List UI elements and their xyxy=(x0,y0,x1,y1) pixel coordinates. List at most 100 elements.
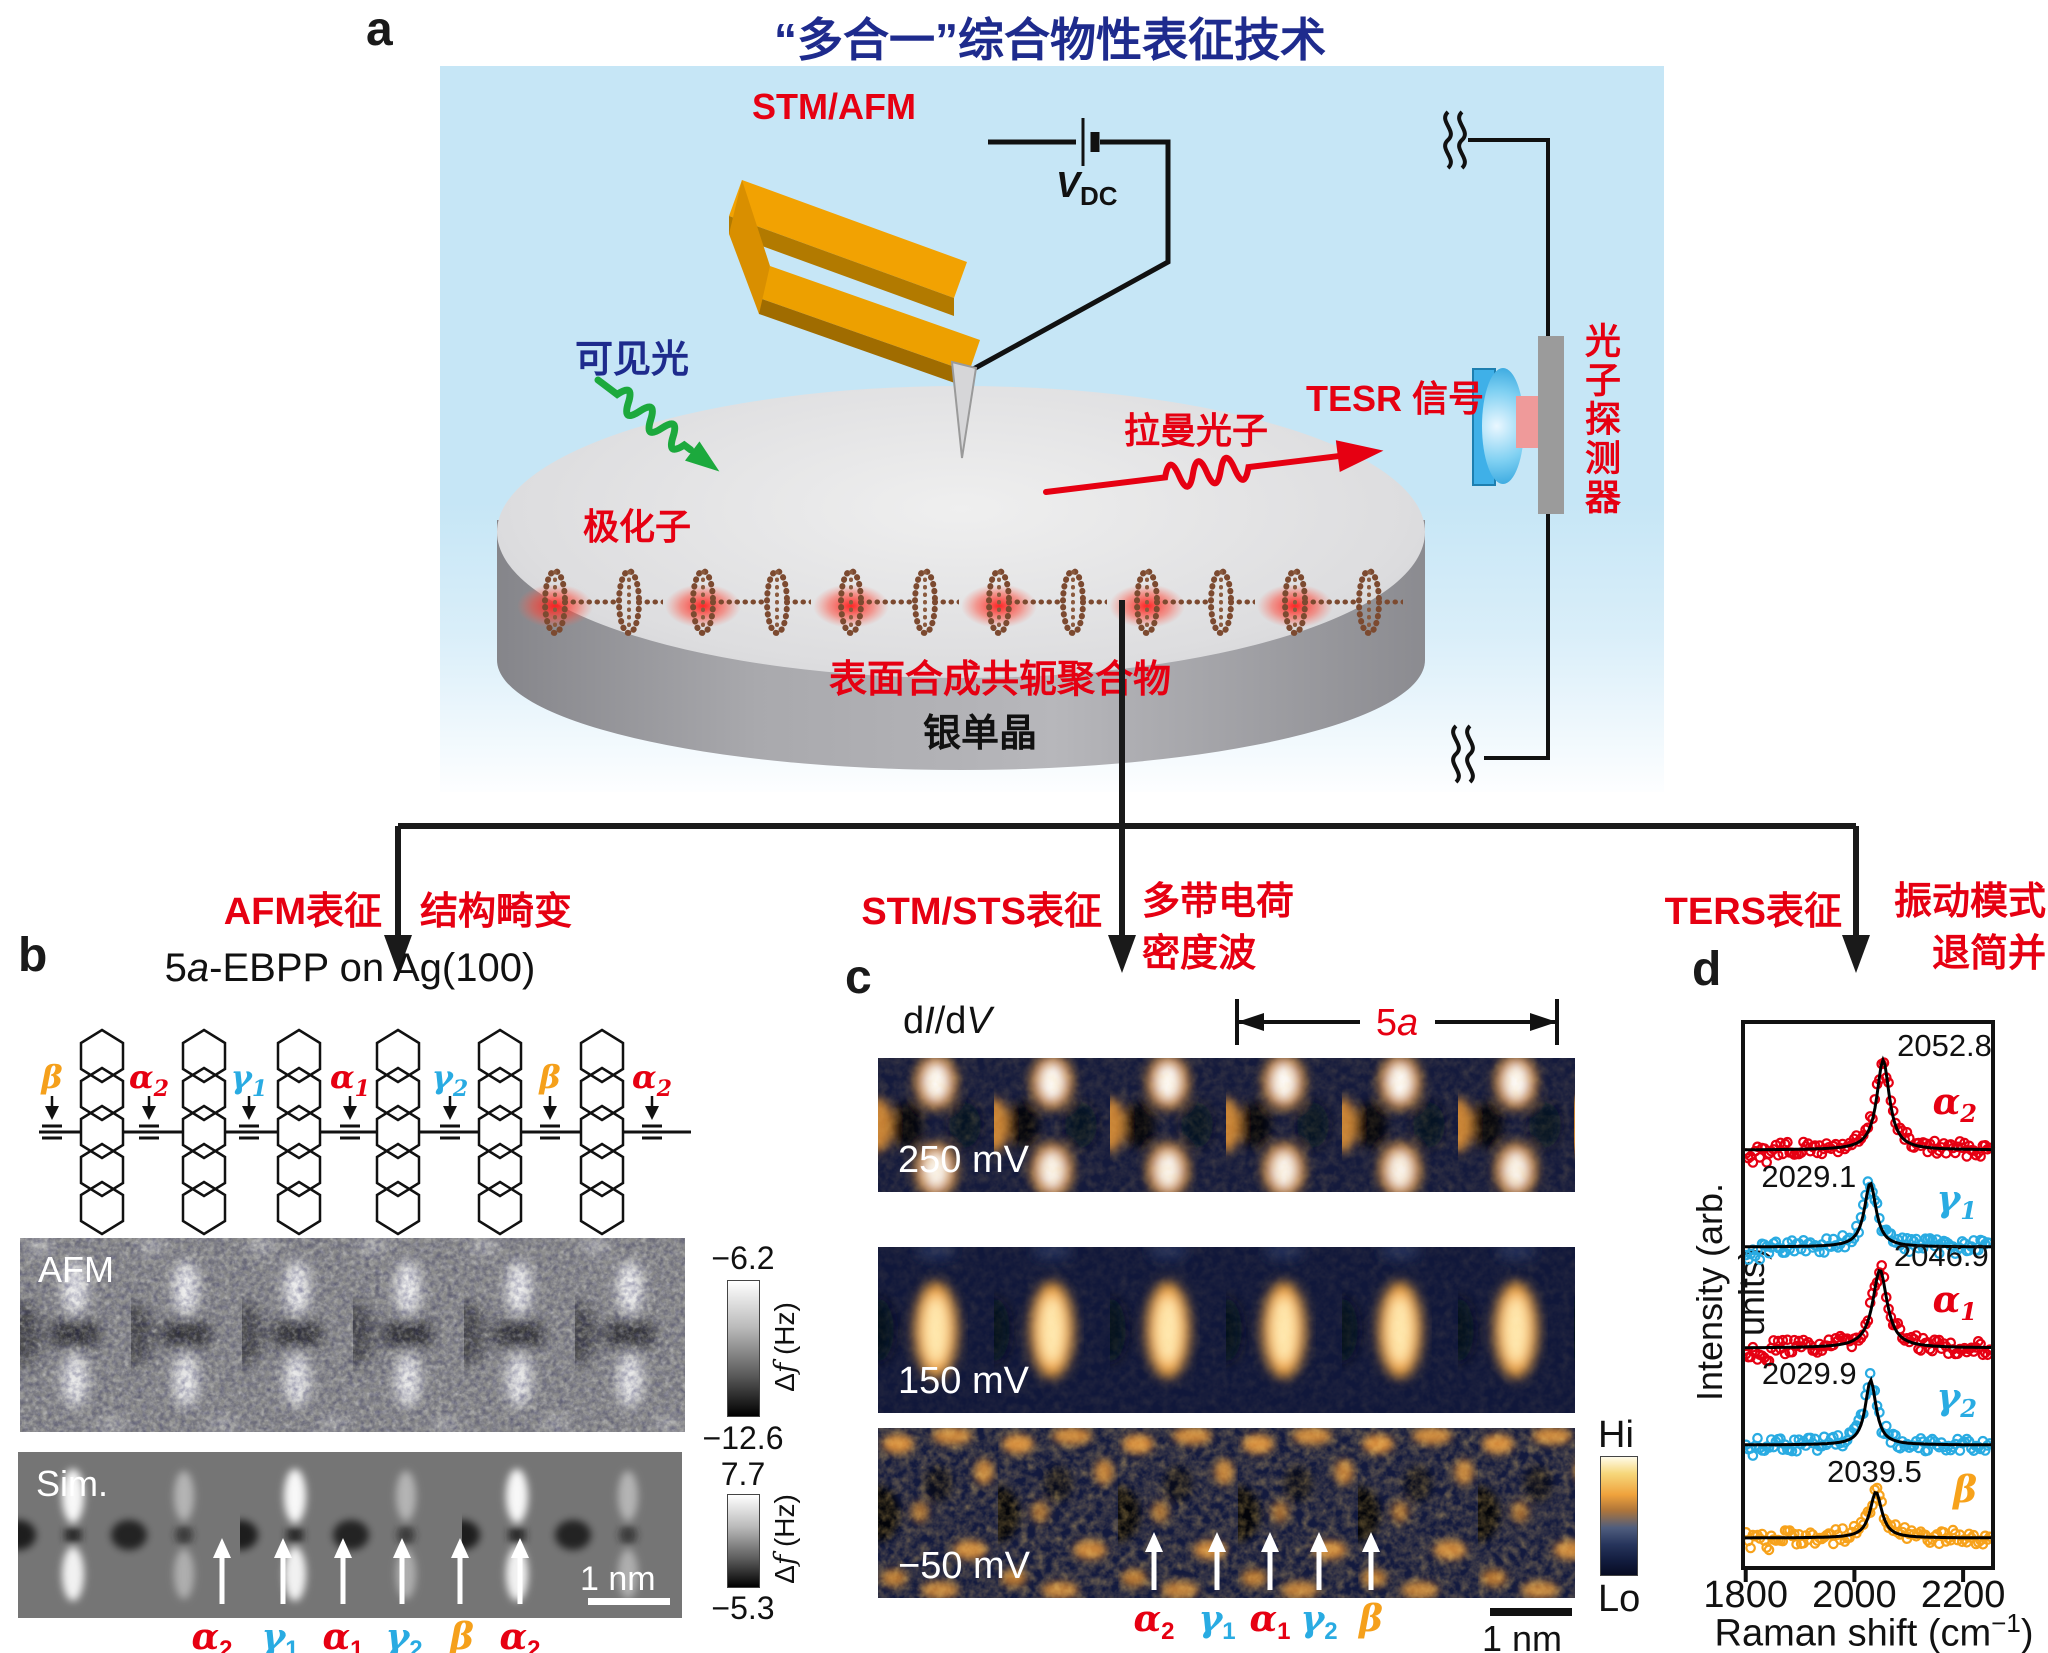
bond-pointer xyxy=(645,1106,659,1120)
vdc-label: VDC xyxy=(1056,164,1118,212)
visible-light-label: 可见光 xyxy=(575,339,690,381)
sim-image-label: Sim. xyxy=(36,1463,108,1504)
d-ylabel: Intensity (arb. units) xyxy=(1689,1182,1772,1402)
xtick-1800: 1800 xyxy=(1703,1574,1788,1616)
crystal-label: 银单晶 xyxy=(922,713,1037,755)
c-dimension-label: 5a xyxy=(1376,1002,1418,1044)
xtick-2000: 2000 xyxy=(1812,1574,1897,1616)
branch-ters-technique: TERS表征 xyxy=(1664,891,1842,933)
panel-a-overlay xyxy=(594,110,1550,784)
spectrum-β: 2039.5 β xyxy=(1741,1454,1996,1556)
tuning-fork-sensor xyxy=(729,180,980,388)
bias-circuit-wire xyxy=(966,118,1171,375)
panel-b-title: 5a-EBPP on Ag(100) xyxy=(110,946,590,991)
afm-unit-italic: f xyxy=(768,1362,801,1374)
polymer-label: 表面合成共轭聚合物 xyxy=(828,659,1171,701)
photon-detector-label: 光子探测器 xyxy=(1580,322,1621,517)
sim-scalebar xyxy=(588,1598,670,1605)
mode-label: γ1 xyxy=(1198,1598,1236,1646)
afm-unit-pre: Δ xyxy=(769,1373,800,1392)
photon-detector-bar xyxy=(1538,336,1564,514)
branch-stm-result-1: 多带电荷 xyxy=(1142,881,1295,923)
mode-label: α1 xyxy=(322,1616,364,1653)
xtick-2200: 2200 xyxy=(1920,1574,2006,1616)
c-mode-label-row: α2 γ1 α1 γ2 β xyxy=(878,1598,1575,1645)
raman-photon-label: 拉曼光子 xyxy=(1124,410,1269,451)
b-title-pre: 5 xyxy=(164,946,187,990)
bond-pointer xyxy=(242,1106,256,1120)
mode-label: β xyxy=(1359,1598,1383,1640)
panel-d-letter: d xyxy=(1692,943,1722,996)
peak-value-label: 2029.9 xyxy=(1762,1356,1857,1391)
didv-v: V xyxy=(966,1000,992,1042)
peak-value-label: 2046.9 xyxy=(1894,1238,1989,1273)
didv-d2: /d xyxy=(934,1000,967,1042)
afm-unit-post: (Hz) xyxy=(769,1302,800,1363)
afm-image: AFM xyxy=(20,1238,685,1432)
peak-value-label: 2029.1 xyxy=(1761,1159,1856,1194)
panel-a-letter: a xyxy=(366,3,393,56)
afm-scale-bottom: −12.6 xyxy=(702,1420,784,1456)
bond-label: γ2 xyxy=(432,1058,468,1102)
b-title-post: -EBPP on Ag(100) xyxy=(209,946,536,990)
didv-i: I xyxy=(924,1000,935,1042)
visible-light-arrow xyxy=(594,376,720,472)
mode-label: γ2 xyxy=(385,1616,423,1653)
mode-label: β xyxy=(450,1616,474,1653)
bond-label: α2 xyxy=(632,1058,672,1102)
afm-scale-top: −6.2 xyxy=(711,1240,775,1276)
sim-unit-pre: Δ xyxy=(769,1565,800,1584)
mode-label: α2 xyxy=(1133,1598,1175,1646)
raman-spectra-plot: 2052.8 α2 2029.1 γ1 2046.9 α1 2029.9 γ2 2039.5 β xyxy=(1741,1020,1996,1582)
bond-pointer xyxy=(543,1106,557,1120)
bias-label-neg50mv: −50 mV xyxy=(898,1545,1031,1587)
spectrum-γ1: 2029.1 γ1 xyxy=(1741,1159,1996,1265)
d-xlabel-post: ) xyxy=(2020,1612,2034,1653)
stm-afm-label: STM/AFM xyxy=(752,86,916,127)
afm-image-label: AFM xyxy=(38,1249,114,1290)
bond-label: α2 xyxy=(129,1058,169,1102)
c-dimension-arrow: 5a xyxy=(1235,999,1559,1045)
mode-label: γ2 xyxy=(1300,1598,1338,1646)
c-mode-arrows xyxy=(1145,1532,1380,1590)
sim-colorbar xyxy=(727,1494,760,1588)
series-label: γ2 xyxy=(1937,1376,1977,1423)
branch-stm-technique: STM/STS表征 xyxy=(861,891,1102,933)
panel-b-letter: b xyxy=(18,929,48,982)
branch-stm-result-2: 密度波 xyxy=(1142,933,1257,975)
series-label: γ1 xyxy=(1937,1178,1977,1225)
branch-afm-result: 结构畸变 xyxy=(420,891,573,933)
series-label: α1 xyxy=(1933,1279,1977,1326)
branch-ters-result-1: 振动模式 xyxy=(1893,881,2046,923)
detector-circuit-wire xyxy=(1443,110,1550,784)
d-xlabel-pre: Raman shift (cm xyxy=(1714,1612,1992,1653)
sim-scale-bottom: −5.3 xyxy=(711,1590,775,1626)
bond-label: β xyxy=(538,1058,560,1096)
bond-label: β xyxy=(40,1058,62,1096)
bond-label: α1 xyxy=(330,1058,370,1102)
peak-value-label: 2052.8 xyxy=(1897,1028,1992,1063)
sim-unit-italic: f xyxy=(768,1554,801,1566)
d-xlabel-sup: −1 xyxy=(1991,1608,2021,1638)
bond-pointer xyxy=(443,1106,457,1120)
mode-label: γ1 xyxy=(261,1616,299,1653)
branch-arrows xyxy=(384,600,1870,973)
afm-colorbar xyxy=(727,1280,760,1417)
panel-c-letter: c xyxy=(845,951,872,1004)
sim-colorbar-unit: Δf (Hz) xyxy=(768,1474,801,1604)
probe-tip xyxy=(950,360,978,459)
bond-pointer xyxy=(45,1106,59,1120)
series-label: β xyxy=(1951,1469,1977,1511)
raman-signal-arrow xyxy=(1043,440,1384,495)
bond-label: γ1 xyxy=(231,1058,267,1102)
mode-label: α2 xyxy=(191,1616,233,1653)
sim-unit-post: (Hz) xyxy=(769,1494,800,1555)
bias-label-150mv: 150 mV xyxy=(898,1360,1029,1402)
bias-label-250mv: 250 mV xyxy=(898,1139,1029,1181)
mode-label: α2 xyxy=(499,1616,541,1653)
bond-pointer xyxy=(142,1106,156,1120)
spectrum-α2: 2052.8 α2 xyxy=(1741,1028,1996,1168)
molecular-structure: βα2γ1α1γ2βα25a xyxy=(39,1028,691,1296)
didv-label: dI/dV xyxy=(903,1000,992,1043)
